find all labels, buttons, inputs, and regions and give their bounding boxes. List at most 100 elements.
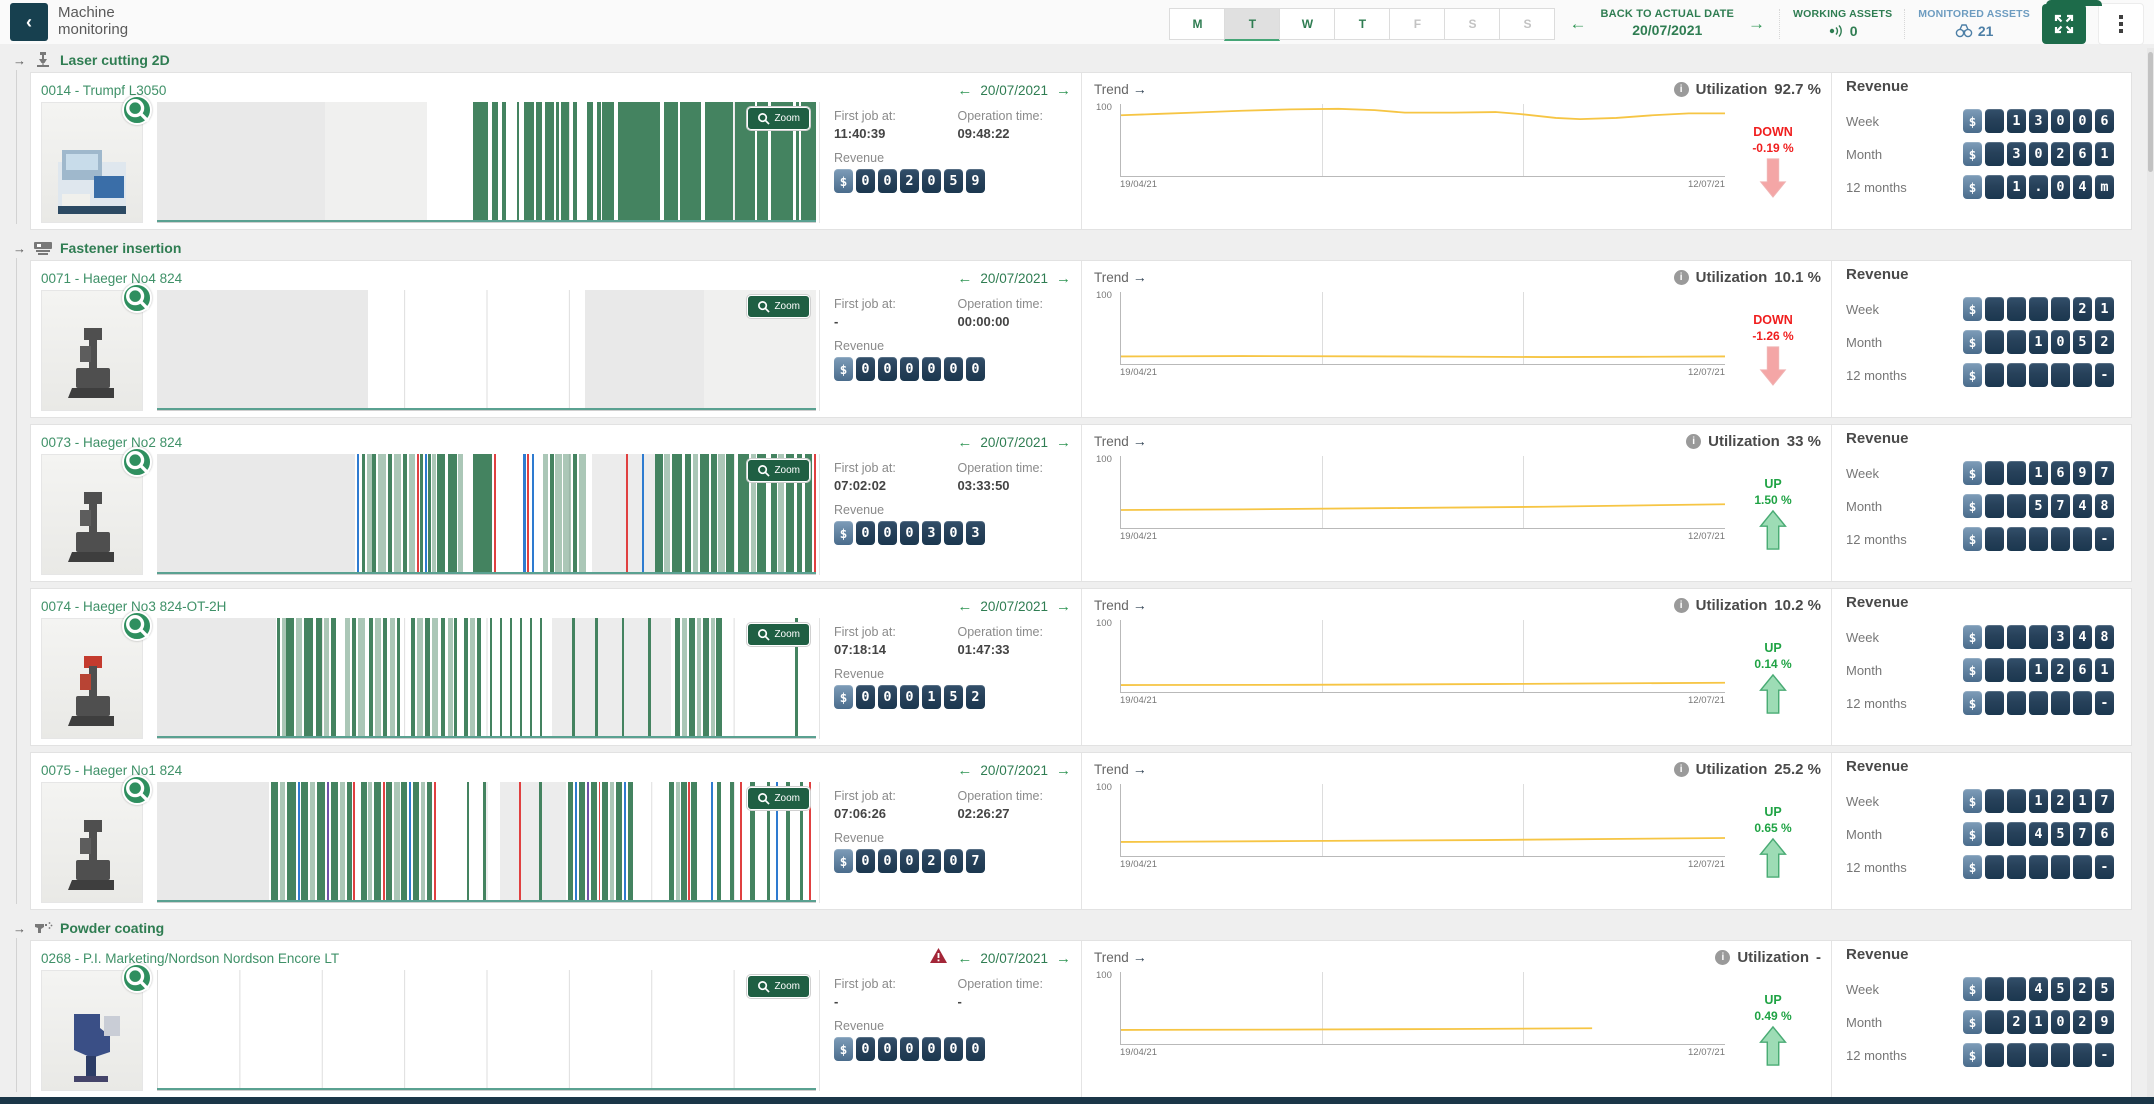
- photo-zoom-icon[interactable]: [122, 775, 152, 805]
- current-date: 20/07/2021: [1632, 22, 1703, 39]
- timeline-zoom-button[interactable]: Zoom: [746, 106, 811, 131]
- section-expand-arrow-icon[interactable]: →: [13, 52, 26, 68]
- machine-photo[interactable]: [41, 963, 152, 1091]
- machine-next-day-icon[interactable]: →: [1056, 949, 1071, 967]
- info-icon[interactable]: i: [1686, 433, 1702, 449]
- machine-date-nav: ← 20/07/2021 →: [955, 270, 1081, 287]
- trend-arrow-icon[interactable]: →: [1132, 761, 1147, 777]
- scrollbar-thumb[interactable]: [2148, 52, 2153, 172]
- info-icon[interactable]: i: [1715, 949, 1731, 965]
- photo-zoom-icon[interactable]: [122, 611, 152, 641]
- trend-change: 0.49 %: [1754, 1009, 1792, 1023]
- scrollbar[interactable]: [2147, 48, 2154, 1097]
- back-to-actual-date[interactable]: BACK TO ACTUAL DATE 20/07/2021: [1600, 8, 1734, 39]
- machine-next-day-icon[interactable]: →: [1056, 81, 1071, 99]
- machine-photo[interactable]: [41, 611, 152, 739]
- digit-cell: [2007, 658, 2026, 682]
- photo-zoom-icon[interactable]: [122, 447, 152, 477]
- machine-name-link[interactable]: 0071 - Haeger No4 824: [41, 270, 183, 286]
- photo-zoom-icon[interactable]: [122, 963, 152, 993]
- machine-timeline[interactable]: Zoom: [157, 454, 816, 575]
- machine-name-link[interactable]: 0073 - Haeger No2 824: [41, 434, 183, 450]
- machine-prev-day-icon[interactable]: ←: [957, 761, 973, 779]
- x-axis-end-label: 12/07/21: [1688, 1047, 1725, 1058]
- chart-gridline: [1322, 456, 1324, 528]
- info-icon[interactable]: i: [1673, 597, 1689, 613]
- timeline-segment: [531, 454, 535, 572]
- timeline-segment: [279, 782, 285, 900]
- digit-cell: 0: [856, 521, 875, 545]
- day-button-1[interactable]: T: [1224, 7, 1281, 41]
- fullscreen-button[interactable]: [2042, 0, 2102, 44]
- trend-indicator: UP 0.65 %: [1725, 784, 1821, 905]
- machine-prev-day-icon[interactable]: ←: [957, 433, 973, 451]
- machine-prev-day-icon[interactable]: ←: [957, 597, 973, 615]
- machine-name-link[interactable]: 0268 - P.I. Marketing/Nordson Nordson En…: [41, 950, 340, 966]
- trend-arrow-icon[interactable]: →: [1132, 81, 1147, 97]
- digit-cell: [1985, 977, 2004, 1001]
- machine-timeline[interactable]: Zoom: [157, 290, 816, 411]
- timeline-zoom-button[interactable]: Zoom: [746, 974, 811, 999]
- trend-arrow-icon[interactable]: →: [1132, 949, 1147, 965]
- timeline-segment: [778, 454, 784, 572]
- info-icon[interactable]: i: [1673, 269, 1689, 285]
- digit-cell: [2007, 494, 2026, 518]
- machine-next-day-icon[interactable]: →: [1056, 597, 1071, 615]
- machine-main-column: 0073 - Haeger No2 824 ← 20/07/2021 → Zoom Fir…: [31, 425, 1081, 581]
- revenue-column-header: Revenue: [1846, 594, 1909, 611]
- trend-arrow-icon[interactable]: →: [1132, 433, 1147, 449]
- kebab-icon: [2119, 15, 2123, 19]
- digit-cell: [2051, 527, 2070, 551]
- trend-arrow-icon[interactable]: →: [1132, 269, 1147, 285]
- trend-arrow-icon[interactable]: →: [1132, 597, 1147, 613]
- machine-timeline[interactable]: Zoom: [157, 970, 816, 1091]
- day-button-0[interactable]: M: [1169, 7, 1226, 40]
- section-expand-arrow-icon[interactable]: →: [13, 240, 26, 256]
- next-day-arrow-icon[interactable]: →: [1748, 14, 1766, 33]
- digit-cell: 0: [2051, 175, 2070, 199]
- info-icon[interactable]: i: [1673, 81, 1689, 97]
- day-button-2[interactable]: W: [1279, 7, 1336, 40]
- timeline-zoom-button[interactable]: Zoom: [746, 458, 811, 483]
- machine-prev-day-icon[interactable]: ←: [957, 949, 973, 967]
- timeline-zoom-button[interactable]: Zoom: [746, 786, 811, 811]
- machine-photo[interactable]: [41, 775, 152, 903]
- machine-prev-day-icon[interactable]: ←: [957, 81, 973, 99]
- powder-coating-icon: [35, 922, 53, 933]
- machine-photo[interactable]: [41, 283, 152, 411]
- timeline-zoom-button[interactable]: Zoom: [746, 622, 811, 647]
- digit-cell: 9: [2095, 1010, 2114, 1034]
- timeline-segment: [615, 782, 623, 900]
- timeline-zoom-button[interactable]: Zoom: [746, 294, 811, 319]
- section-expand-arrow-icon[interactable]: →: [13, 920, 26, 936]
- machine-next-day-icon[interactable]: →: [1056, 761, 1071, 779]
- machine-name-link[interactable]: 0075 - Haeger No1 824: [41, 762, 183, 778]
- photo-zoom-icon[interactable]: [122, 283, 152, 313]
- machine-name-link[interactable]: 0014 - Trumpf L3050: [41, 82, 167, 98]
- machine-timeline[interactable]: Zoom: [157, 618, 816, 739]
- revenue-column-header: Revenue: [1846, 78, 1909, 95]
- trend-indicator: DOWN -1.26 %: [1725, 292, 1821, 413]
- prev-day-arrow-icon[interactable]: ←: [1569, 14, 1587, 33]
- machine-timeline[interactable]: Zoom: [157, 102, 816, 223]
- more-options-button[interactable]: [2098, 3, 2144, 45]
- timeline-baseline: [157, 736, 816, 738]
- machine-photo[interactable]: [41, 95, 152, 223]
- back-button[interactable]: ‹: [10, 3, 48, 41]
- timeline-segment: [692, 454, 699, 572]
- operation-time-label: Operation time:: [957, 109, 1043, 123]
- machine-prev-day-icon[interactable]: ←: [957, 269, 973, 287]
- info-icon[interactable]: i: [1673, 761, 1689, 777]
- digit-cell: [2051, 1043, 2070, 1067]
- machine-photo[interactable]: [41, 447, 152, 575]
- machine-name-link[interactable]: 0074 - Haeger No3 824-OT-2H: [41, 598, 227, 614]
- chart-gridline: [1322, 104, 1324, 176]
- timeline-segment: [578, 782, 586, 900]
- timeline-segment: [751, 454, 757, 572]
- machine-next-day-icon[interactable]: →: [1056, 433, 1071, 451]
- machine-next-day-icon[interactable]: →: [1056, 269, 1071, 287]
- photo-zoom-icon[interactable]: [122, 95, 152, 125]
- machine-timeline[interactable]: Zoom: [157, 782, 816, 903]
- machine-card: 0074 - Haeger No3 824-OT-2H ← 20/07/2021 → Z…: [30, 588, 2132, 746]
- day-button-3[interactable]: T: [1334, 7, 1391, 40]
